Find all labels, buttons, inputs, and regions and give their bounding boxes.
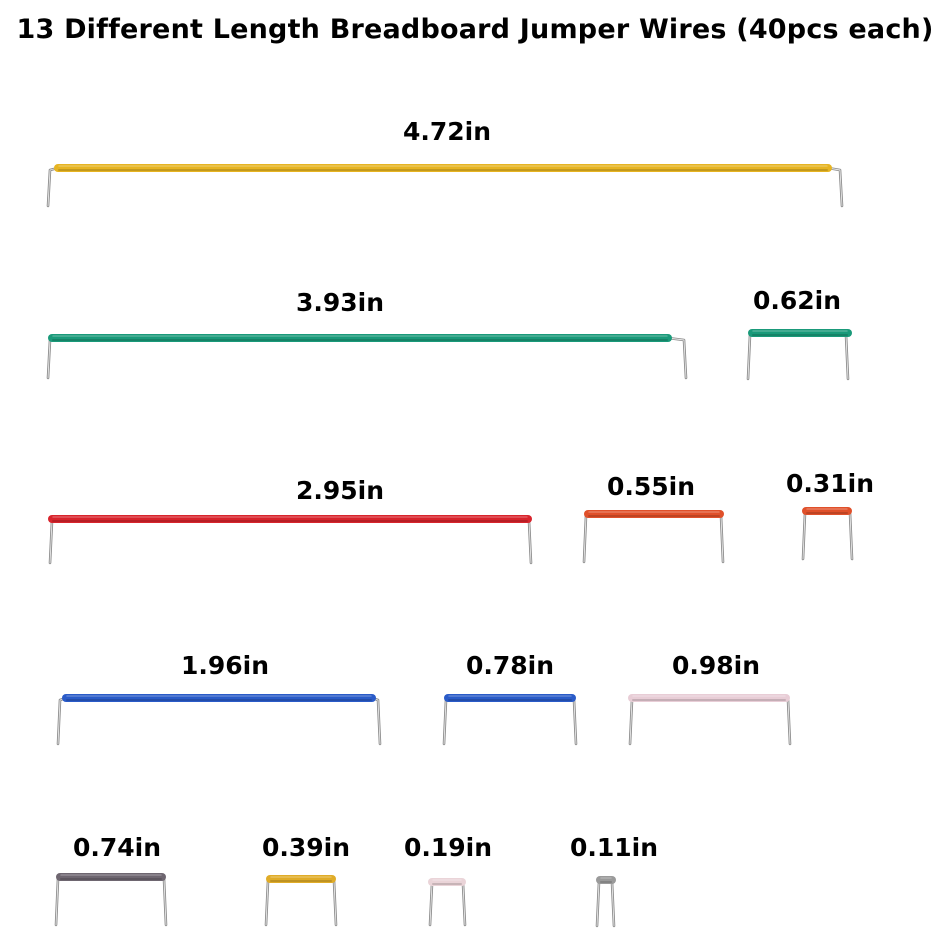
wire-length-label: 0.98in xyxy=(671,651,761,680)
jumper-wire xyxy=(428,878,467,927)
wire-length-label: 0.55in xyxy=(606,472,696,501)
jumper-wire xyxy=(442,694,578,746)
jumper-wire xyxy=(54,873,168,927)
metal-lead xyxy=(46,336,688,380)
jumper-wire xyxy=(628,694,792,746)
wire-length-label: 3.93in xyxy=(295,288,385,317)
jumper-wire xyxy=(801,507,854,561)
wire-length-label: 1.96in xyxy=(180,651,270,680)
wire-length-label: 0.78in xyxy=(465,651,555,680)
metal-lead-highlight xyxy=(47,167,843,207)
jumper-wire xyxy=(582,510,725,564)
wire-length-label: 4.72in xyxy=(402,117,492,146)
metal-lead xyxy=(264,877,338,927)
jumper-wire xyxy=(746,329,852,381)
wire-length-label: 0.31in xyxy=(785,469,875,498)
metal-lead xyxy=(595,878,616,928)
jumper-wire xyxy=(46,164,844,208)
wire-length-label: 0.19in xyxy=(403,833,493,862)
metal-lead xyxy=(801,509,854,561)
metal-lead xyxy=(428,880,467,927)
page-title: 13 Different Length Breadboard Jumper Wi… xyxy=(16,14,934,45)
metal-lead xyxy=(56,696,382,746)
metal-lead-highlight xyxy=(429,881,466,926)
metal-lead-highlight xyxy=(629,697,791,745)
metal-lead-highlight xyxy=(49,518,532,564)
wire-length-label: 0.74in xyxy=(72,833,162,862)
metal-lead xyxy=(54,875,168,927)
wire-length-label: 2.95in xyxy=(295,476,385,505)
metal-lead xyxy=(46,166,844,208)
metal-lead-highlight xyxy=(265,878,337,926)
wire-length-label: 0.39in xyxy=(261,833,351,862)
metal-lead xyxy=(628,696,792,746)
metal-lead-highlight xyxy=(47,337,687,379)
metal-lead xyxy=(746,331,850,381)
wire-length-label: 0.11in xyxy=(569,833,659,862)
jumper-wire xyxy=(264,875,338,927)
metal-lead xyxy=(442,696,578,746)
jumper-wire xyxy=(46,334,688,380)
metal-lead-highlight xyxy=(57,697,381,745)
jumper-wire xyxy=(48,515,533,565)
metal-lead-highlight xyxy=(802,510,853,560)
metal-lead-highlight xyxy=(747,332,849,380)
metal-lead-highlight xyxy=(55,876,167,926)
metal-lead-highlight xyxy=(583,513,724,563)
jumper-wire xyxy=(56,694,382,746)
metal-lead-highlight xyxy=(443,697,577,745)
metal-lead xyxy=(582,512,725,564)
jumper-wire xyxy=(595,876,616,928)
wire-length-label: 0.62in xyxy=(752,286,842,315)
metal-lead xyxy=(48,517,533,565)
